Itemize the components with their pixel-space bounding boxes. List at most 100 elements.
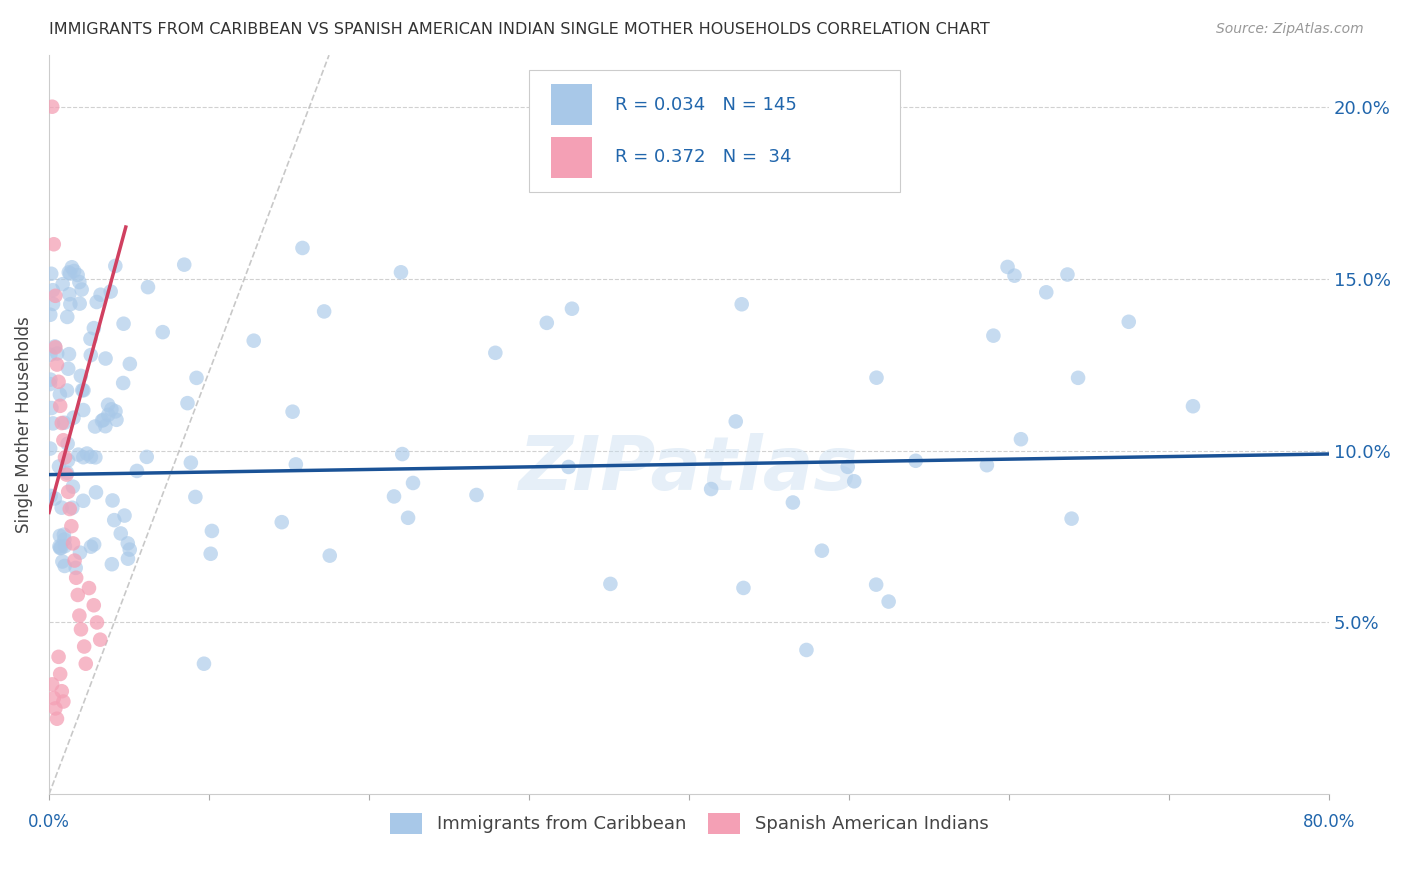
Point	[319, 549, 342, 563]
Point	[1118, 315, 1140, 329]
Point	[44, 289, 66, 303]
Point	[465, 488, 488, 502]
Point	[49, 541, 72, 555]
Point	[44, 339, 66, 353]
Point	[86, 615, 108, 630]
Point	[53, 416, 76, 430]
Point	[100, 402, 122, 417]
Point	[94, 351, 117, 366]
Point	[67, 448, 90, 462]
FancyBboxPatch shape	[551, 84, 592, 125]
Point	[731, 297, 754, 311]
Point	[58, 287, 80, 301]
Point	[865, 370, 887, 384]
Point	[67, 275, 90, 289]
Point	[270, 515, 292, 529]
Point	[724, 414, 747, 428]
Point	[70, 283, 93, 297]
Point	[291, 241, 314, 255]
Point	[200, 547, 222, 561]
Point	[101, 493, 124, 508]
Point	[39, 373, 62, 387]
Point	[733, 581, 755, 595]
Point	[46, 346, 69, 360]
Legend: Immigrants from Caribbean, Spanish American Indians: Immigrants from Caribbean, Spanish Ameri…	[382, 805, 995, 841]
Point	[63, 553, 86, 567]
Point	[484, 346, 506, 360]
Point	[184, 490, 207, 504]
Point	[51, 500, 73, 515]
Point	[53, 539, 76, 553]
Point	[67, 608, 90, 623]
Point	[976, 458, 998, 473]
Point	[105, 413, 128, 427]
Point	[997, 260, 1019, 274]
Point	[42, 417, 65, 431]
Point	[65, 561, 87, 575]
Point	[125, 464, 148, 478]
Point	[904, 454, 927, 468]
Point	[782, 495, 804, 509]
Point	[48, 375, 70, 389]
Point	[837, 459, 859, 474]
Point	[84, 419, 107, 434]
Point	[59, 502, 82, 516]
Point	[118, 357, 141, 371]
Text: Source: ZipAtlas.com: Source: ZipAtlas.com	[1216, 22, 1364, 37]
Point	[46, 358, 69, 372]
Point	[112, 376, 135, 390]
Point	[103, 513, 125, 527]
Point	[51, 684, 73, 698]
Point	[91, 414, 114, 428]
Point	[136, 280, 159, 294]
Point	[56, 466, 79, 480]
Point	[46, 712, 69, 726]
Point	[536, 316, 558, 330]
Point	[42, 283, 65, 297]
Point	[100, 285, 122, 299]
Point	[983, 328, 1005, 343]
FancyBboxPatch shape	[551, 137, 592, 178]
Text: R = 0.372   N =  34: R = 0.372 N = 34	[614, 148, 792, 166]
Point	[63, 264, 86, 278]
Point	[69, 296, 91, 310]
Point	[48, 459, 70, 474]
Point	[44, 340, 66, 354]
Point	[73, 640, 96, 654]
Point	[101, 558, 124, 572]
Point	[56, 484, 79, 499]
Point	[41, 100, 63, 114]
Point	[1181, 399, 1204, 413]
Point	[93, 413, 115, 427]
Point	[877, 594, 900, 608]
Point	[90, 287, 112, 301]
Point	[52, 527, 75, 541]
Point	[52, 277, 75, 292]
Point	[97, 398, 120, 412]
Point	[51, 416, 73, 430]
Point	[39, 377, 62, 392]
Point	[56, 384, 79, 398]
Text: 80.0%: 80.0%	[1303, 813, 1355, 830]
Point	[62, 480, 84, 494]
Point	[844, 475, 866, 489]
Point	[84, 485, 107, 500]
Point	[173, 258, 195, 272]
Point	[72, 450, 94, 465]
Point	[396, 510, 419, 524]
Point	[83, 321, 105, 335]
Point	[72, 493, 94, 508]
Text: 0.0%: 0.0%	[28, 813, 70, 830]
Point	[44, 491, 66, 506]
Point	[89, 632, 111, 647]
Point	[52, 694, 75, 708]
Point	[135, 450, 157, 464]
Point	[118, 542, 141, 557]
Point	[1010, 432, 1032, 446]
Point	[382, 490, 405, 504]
Point	[39, 489, 62, 503]
Point	[56, 310, 79, 324]
Point	[59, 267, 82, 281]
Point	[152, 325, 174, 339]
Point	[186, 371, 208, 385]
